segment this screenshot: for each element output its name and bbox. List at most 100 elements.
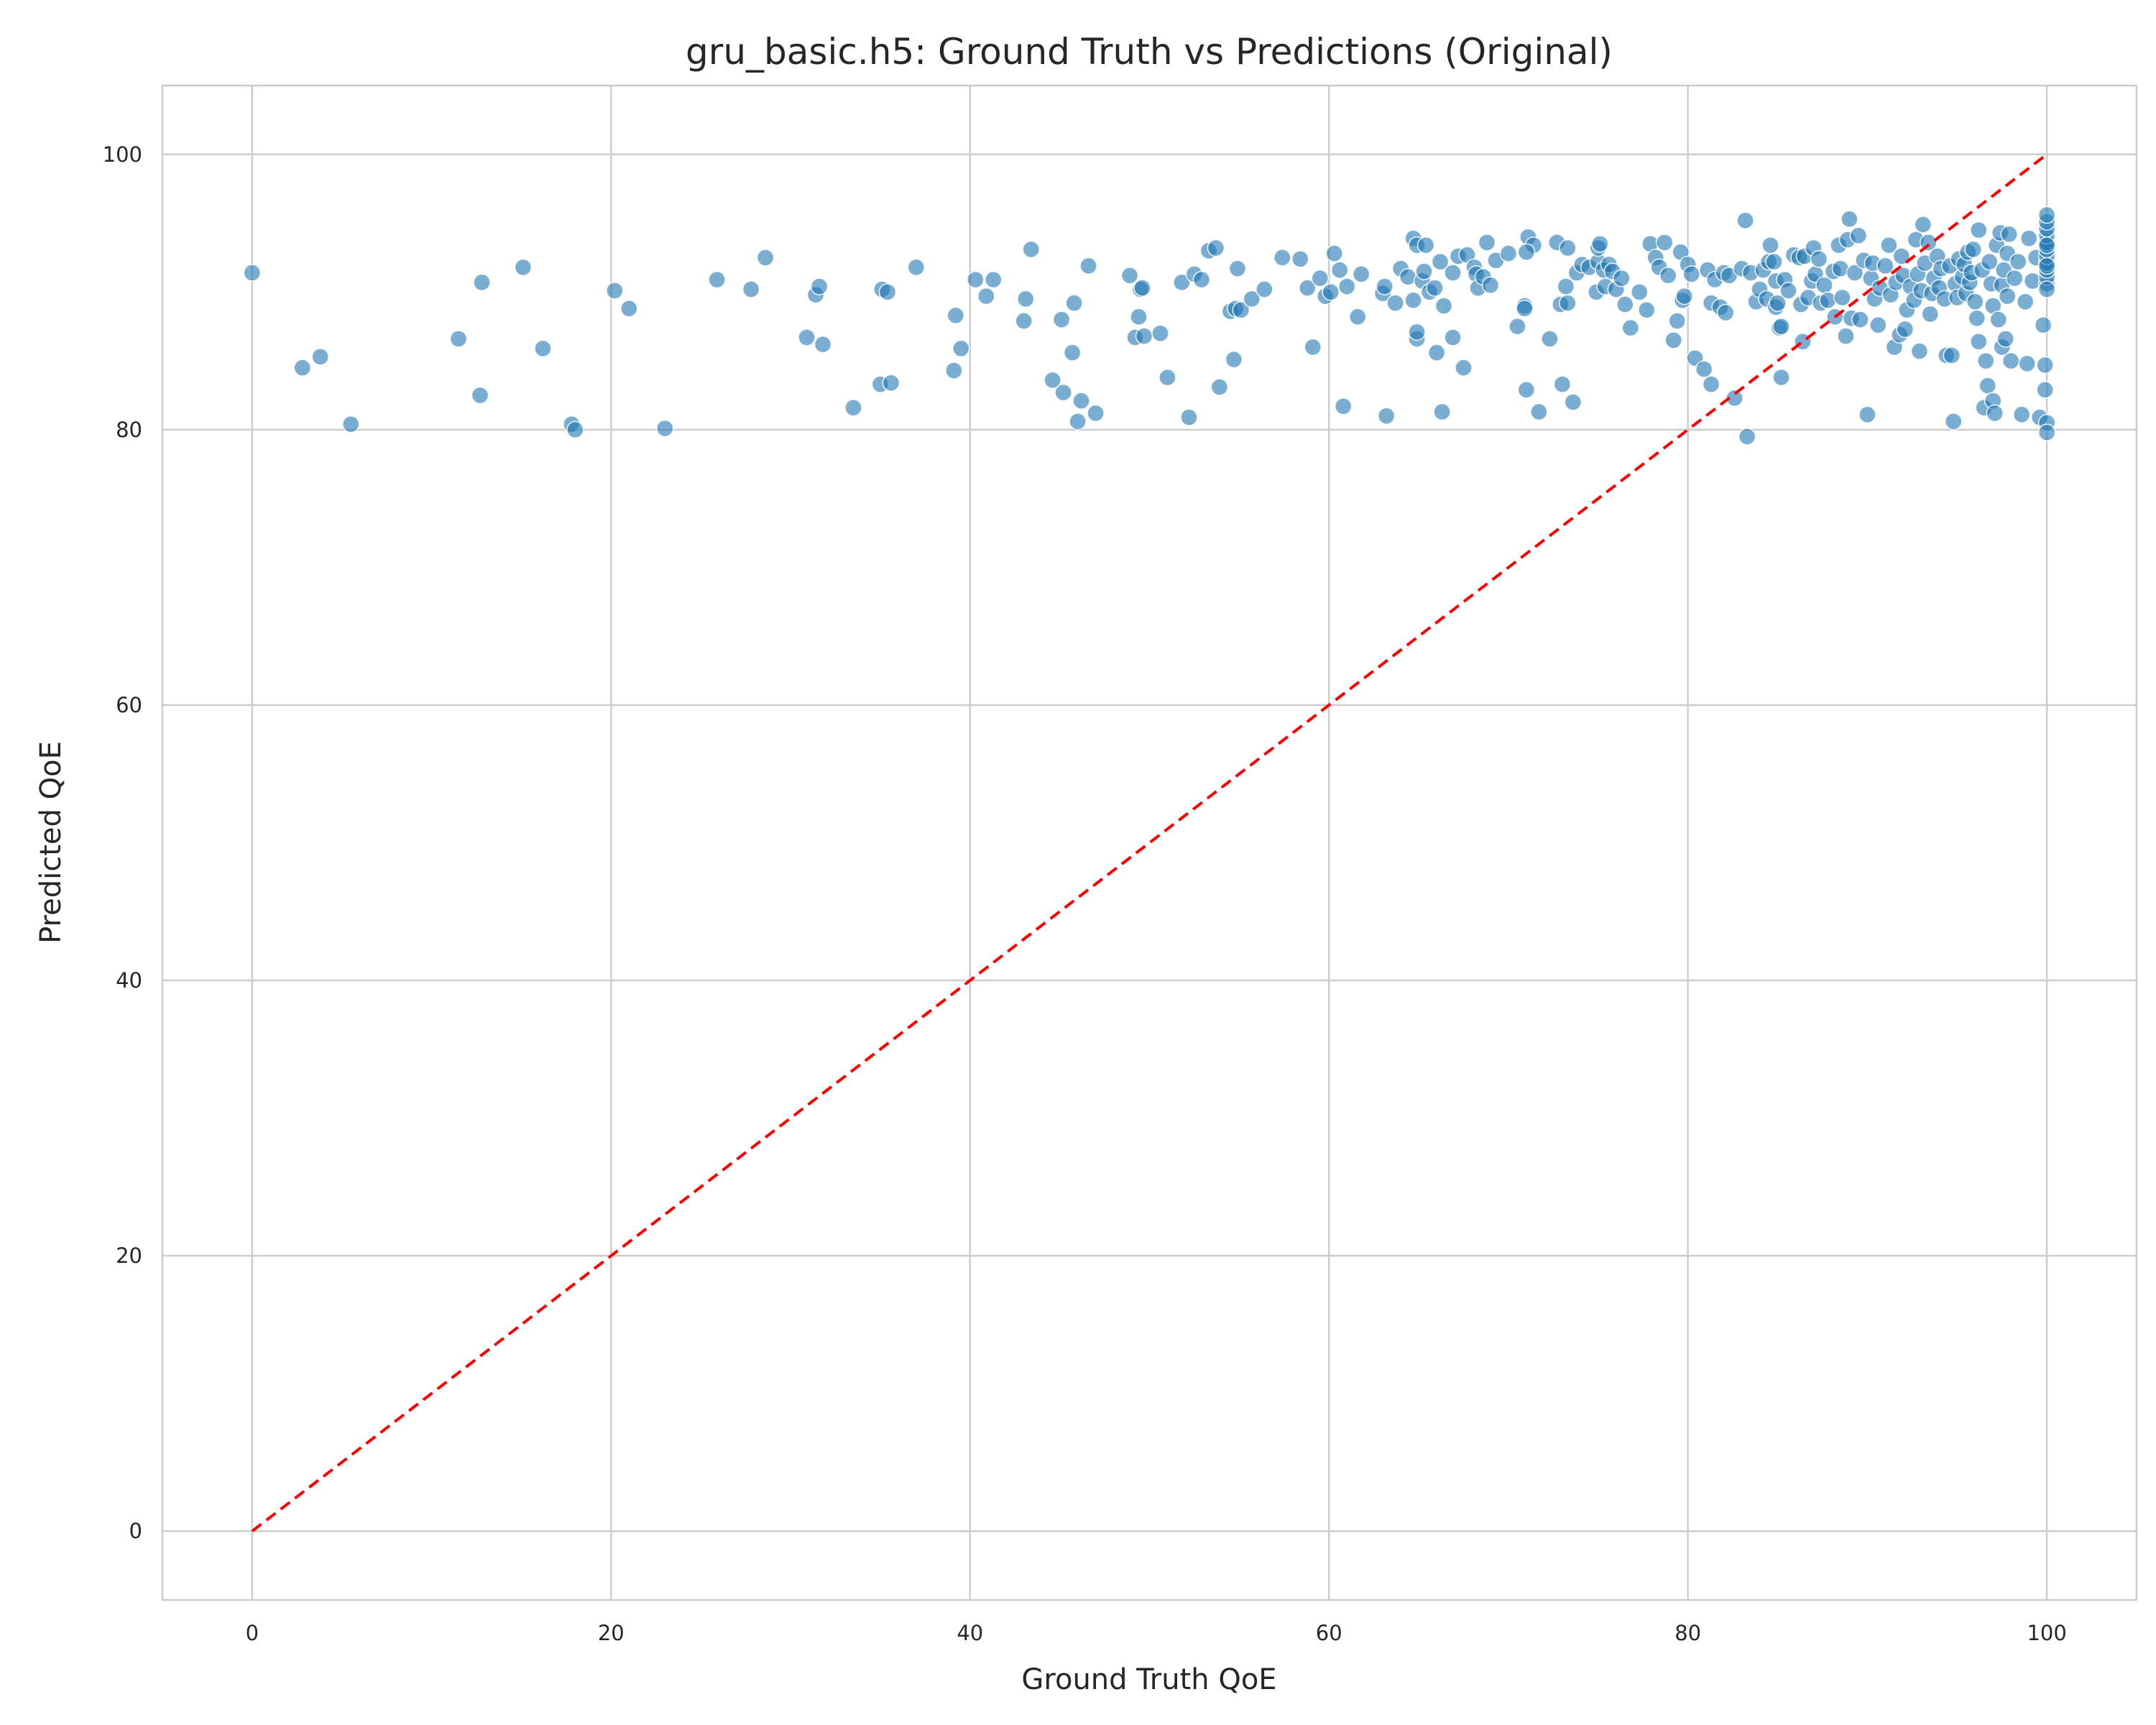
data-point — [1976, 351, 1995, 370]
data-point — [1726, 389, 1743, 408]
data-point — [2018, 354, 2036, 373]
data-point — [1130, 308, 1148, 326]
data-point — [1896, 320, 1915, 339]
data-point — [984, 270, 1003, 289]
data-point — [952, 339, 970, 358]
data-point — [814, 335, 832, 354]
data-point — [1833, 288, 1851, 307]
data-point — [1876, 257, 1894, 275]
y-tick-label: 20 — [116, 1243, 142, 1268]
data-point — [1655, 234, 1674, 252]
data-point — [1151, 324, 1169, 343]
data-point — [1337, 277, 1356, 295]
data-point — [907, 258, 926, 277]
data-point — [1892, 247, 1911, 265]
data-point — [1613, 269, 1631, 288]
data-point — [1637, 300, 1656, 319]
data-point — [1044, 371, 1061, 390]
x-tick-label: 0 — [246, 1621, 259, 1645]
data-point — [534, 339, 552, 358]
data-point — [1404, 291, 1422, 310]
data-point — [2037, 236, 2056, 254]
data-point — [1330, 261, 1349, 279]
data-point — [1455, 359, 1473, 377]
data-point — [1180, 408, 1198, 426]
data-point — [1769, 294, 1787, 312]
data-point — [1052, 310, 1071, 328]
data-point — [756, 249, 775, 267]
data-point — [1192, 270, 1211, 289]
data-point — [1225, 350, 1243, 369]
data-point — [967, 270, 985, 289]
data-point — [2000, 225, 2018, 244]
y-tick-label: 40 — [116, 968, 142, 993]
data-point — [742, 280, 760, 298]
y-axis-label: Predicted QoE — [34, 741, 68, 944]
x-tick-label: 80 — [1674, 1621, 1701, 1645]
data-point — [1133, 279, 1151, 297]
data-point — [449, 330, 468, 348]
data-point — [1173, 273, 1191, 292]
data-point — [1243, 290, 1261, 308]
grid — [162, 86, 2137, 1600]
data-point — [1508, 317, 1526, 336]
data-point — [1810, 250, 1828, 268]
data-point — [2037, 257, 2056, 275]
data-point — [1434, 297, 1453, 315]
data-point — [1386, 294, 1404, 312]
data-point — [473, 273, 491, 292]
data-point — [1063, 344, 1082, 362]
data-point — [606, 282, 624, 300]
data-point — [1517, 243, 1536, 262]
data-point — [1819, 291, 1837, 310]
data-point — [341, 415, 360, 433]
data-point — [1736, 211, 1754, 229]
data-point — [1968, 309, 1986, 327]
data-point — [1325, 244, 1343, 262]
data-point — [1426, 279, 1444, 297]
data-point — [1943, 346, 1961, 364]
data-point — [1675, 287, 1693, 305]
data-point — [243, 264, 262, 282]
data-point — [1761, 236, 1779, 254]
data-point — [1559, 239, 1577, 257]
y-tick-label: 80 — [116, 418, 142, 442]
data-point — [1969, 221, 1988, 239]
data-point — [1702, 375, 1720, 393]
data-point — [1352, 265, 1370, 283]
data-point — [1415, 262, 1433, 280]
data-point — [1087, 404, 1105, 423]
data-point — [1065, 294, 1083, 312]
data-point — [2009, 252, 2027, 271]
plot-frame — [161, 84, 2138, 1601]
data-point — [1772, 317, 1790, 336]
data-points — [243, 206, 2056, 446]
data-point — [1668, 312, 1686, 330]
data-point — [1557, 277, 1575, 295]
x-tick-label: 60 — [1316, 1621, 1342, 1645]
data-point — [2005, 269, 2024, 288]
data-point — [810, 277, 829, 295]
data-point — [1431, 252, 1450, 271]
data-point — [1530, 402, 1548, 421]
data-point — [1851, 310, 1869, 328]
data-point — [1256, 280, 1273, 298]
data-point — [1682, 265, 1700, 283]
data-point — [1837, 327, 1855, 345]
data-point — [1311, 269, 1329, 288]
data-point — [2036, 356, 2054, 374]
data-point — [1481, 276, 1500, 294]
data-point — [1444, 264, 1462, 282]
data-point — [1772, 368, 1790, 387]
data-point — [2037, 423, 2056, 441]
data-point — [1054, 383, 1072, 402]
data-point — [798, 328, 816, 346]
data-point — [1921, 305, 1940, 323]
x-tick-label: 40 — [957, 1621, 983, 1645]
data-point — [1695, 360, 1713, 378]
data-point — [2019, 229, 2038, 247]
data-point — [2001, 351, 2020, 370]
data-point — [1304, 338, 1322, 356]
data-point — [1069, 413, 1087, 431]
data-point — [1273, 249, 1291, 267]
